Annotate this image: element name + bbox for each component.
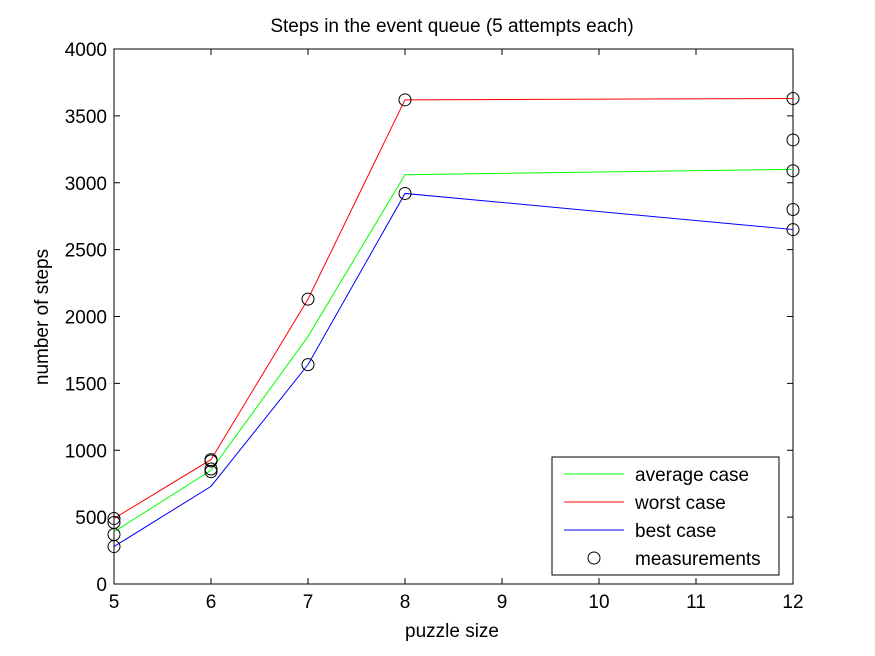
measurement-point	[786, 164, 800, 178]
legend-marker	[587, 551, 601, 565]
measurement-point	[398, 93, 412, 107]
measurement-point	[301, 292, 315, 306]
legend-entry: worst case	[634, 493, 726, 514]
legend-entry: average case	[635, 465, 749, 486]
legend-box	[551, 456, 780, 576]
x-tick-label: 5	[109, 592, 120, 613]
measurement-point	[107, 540, 121, 554]
y-axis-label: number of steps	[32, 249, 53, 385]
measurement-point	[786, 203, 800, 216]
y-tick-label: 1500	[65, 374, 107, 395]
y-tick-label: 3000	[65, 174, 107, 195]
legend-entry: measurements	[635, 549, 761, 570]
measurement-point	[786, 223, 800, 237]
legend: average case worst case best case measureme…	[551, 456, 780, 576]
series-lines	[113, 97, 794, 547]
measurement-point	[301, 358, 315, 372]
x-tick-label: 10	[588, 592, 609, 613]
measurement-point	[398, 186, 412, 200]
legend-entry: best case	[635, 521, 716, 542]
y-axis-ticks: 0 500 1000 1500 2000 2500 3000 3500 4000	[65, 40, 793, 596]
measurement-point	[786, 91, 800, 105]
series-line-best-case	[113, 192, 794, 547]
y-tick-label: 0	[96, 575, 107, 596]
y-tick-label: 2500	[65, 241, 107, 262]
x-tick-label: 12	[782, 592, 803, 613]
measurement-point	[786, 133, 800, 147]
y-tick-label: 1000	[65, 441, 107, 462]
chart-title: Steps in the event queue (5 attempts eac…	[270, 16, 633, 37]
y-tick-label: 3500	[65, 107, 107, 128]
measurement-point	[107, 511, 121, 525]
x-tick-label: 9	[497, 592, 508, 613]
y-tick-label: 2000	[65, 308, 107, 329]
y-tick-label: 4000	[65, 40, 107, 61]
series-line-average-case	[113, 168, 794, 533]
measurement-point	[204, 465, 218, 479]
measurement-point	[204, 462, 218, 476]
series-line-worst-case	[113, 97, 794, 519]
y-tick-label: 500	[75, 508, 107, 529]
x-axis-ticks: 5 6 7 8 9 10 11 12	[109, 49, 804, 613]
x-tick-label: 11	[686, 592, 706, 613]
x-tick-label: 6	[206, 592, 217, 613]
x-axis-label: puzzle size	[405, 621, 499, 642]
x-tick-label: 8	[400, 592, 411, 613]
measurement-markers	[107, 91, 800, 554]
x-tick-label: 7	[303, 592, 314, 613]
measurement-point	[204, 454, 218, 468]
